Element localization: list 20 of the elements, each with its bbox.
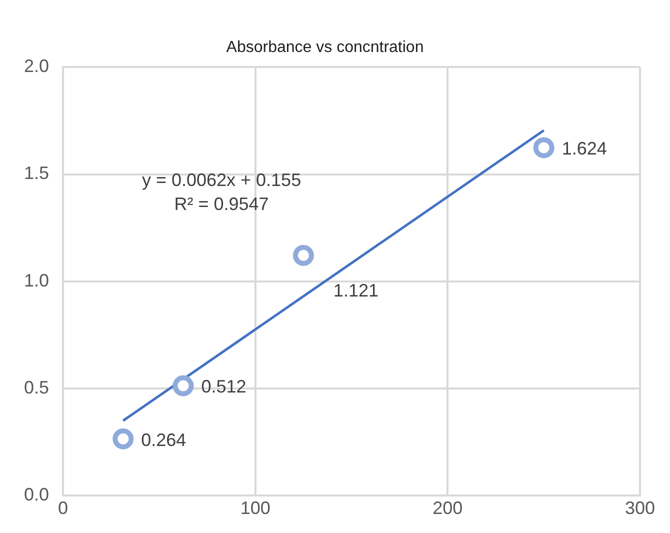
point [292,244,314,266]
point [533,137,554,158]
data-label: 0.264 [141,430,186,450]
x-tick-label: 300 [624,498,656,518]
annotation: y = 0.0062x + 0.155 [142,170,302,190]
point [172,375,194,396]
x-tick-label: 100 [240,498,270,518]
y-tick-label: 0.5 [24,377,50,398]
chart-title: Absorbance vs concntration [226,39,424,56]
data-label: 0.512 [201,376,246,397]
annotation: R² = 0.9547 [174,194,269,214]
x-tick-label: 200 [432,498,463,518]
y-tick-label: 2.0 [24,56,50,76]
point [112,428,134,450]
y-tick-label: 0.0 [24,484,50,504]
y-tick-label: 1.0 [24,270,50,290]
x-tick-label: 0 [58,498,68,518]
y-tick-label: 1.5 [24,163,50,184]
data-label: 1.624 [562,138,607,159]
data-label: 1.121 [333,280,378,300]
